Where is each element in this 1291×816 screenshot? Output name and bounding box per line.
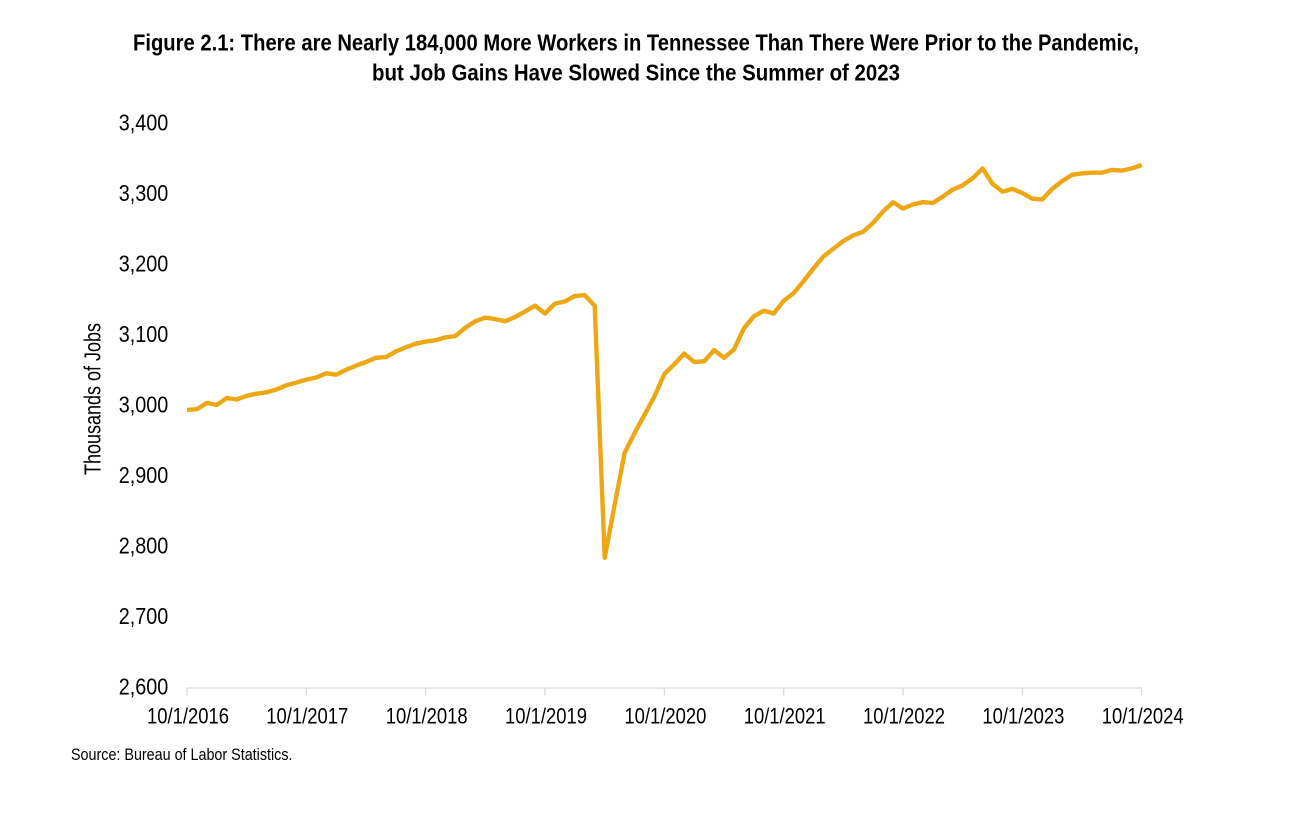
svg-text:Source: Bureau of Labor Statis: Source: Bureau of Labor Statistics. (71, 745, 293, 764)
svg-text:10/1/2016: 10/1/2016 (147, 704, 229, 729)
svg-text:Thousands of Jobs: Thousands of Jobs (80, 323, 106, 475)
svg-text:Figure 2.1: There are Nearly 1: Figure 2.1: There are Nearly 184,000 Mor… (133, 30, 1139, 56)
svg-text:10/1/2022: 10/1/2022 (863, 704, 945, 729)
svg-text:10/1/2023: 10/1/2023 (982, 704, 1064, 729)
svg-text:10/1/2021: 10/1/2021 (744, 704, 826, 729)
svg-text:10/1/2017: 10/1/2017 (266, 704, 348, 729)
svg-text:2,600: 2,600 (119, 674, 169, 700)
svg-text:10/1/2018: 10/1/2018 (386, 704, 468, 729)
svg-text:3,200: 3,200 (119, 251, 169, 277)
svg-text:3,300: 3,300 (119, 180, 169, 206)
svg-text:10/1/2024: 10/1/2024 (1102, 704, 1184, 729)
svg-text:3,400: 3,400 (119, 110, 169, 136)
svg-text:2,900: 2,900 (119, 462, 169, 488)
svg-text:but Job Gains Have Slowed Sinc: but Job Gains Have Slowed Since the Summ… (372, 60, 900, 86)
svg-text:2,800: 2,800 (119, 533, 169, 559)
svg-text:2,700: 2,700 (119, 603, 169, 629)
svg-text:3,000: 3,000 (119, 392, 169, 418)
svg-text:10/1/2020: 10/1/2020 (624, 704, 706, 729)
svg-text:3,100: 3,100 (119, 321, 169, 347)
svg-text:10/1/2019: 10/1/2019 (505, 704, 587, 729)
